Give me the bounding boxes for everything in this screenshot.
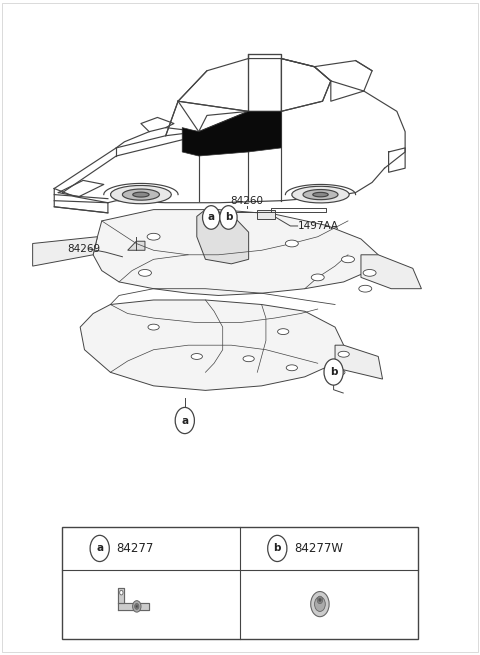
Ellipse shape	[285, 240, 299, 247]
Circle shape	[203, 206, 220, 229]
Circle shape	[220, 206, 237, 229]
Ellipse shape	[334, 369, 345, 375]
Circle shape	[324, 359, 343, 385]
Ellipse shape	[342, 256, 355, 263]
Ellipse shape	[277, 329, 289, 335]
Text: 84277: 84277	[117, 542, 154, 555]
Polygon shape	[111, 185, 171, 204]
Polygon shape	[361, 255, 421, 289]
Polygon shape	[197, 210, 249, 264]
Text: 84260: 84260	[231, 196, 264, 206]
Ellipse shape	[147, 233, 160, 240]
Ellipse shape	[338, 351, 349, 357]
Polygon shape	[80, 300, 344, 390]
Polygon shape	[122, 189, 159, 200]
Ellipse shape	[191, 354, 203, 360]
Text: 1497AA: 1497AA	[298, 221, 338, 231]
Text: a: a	[208, 212, 215, 223]
Polygon shape	[119, 603, 149, 610]
Text: 84277W: 84277W	[294, 542, 343, 555]
Polygon shape	[303, 189, 338, 200]
Text: b: b	[330, 367, 337, 377]
Circle shape	[311, 591, 329, 617]
Text: b: b	[225, 212, 232, 223]
Circle shape	[317, 596, 323, 604]
Polygon shape	[182, 111, 281, 156]
Polygon shape	[292, 186, 349, 203]
Ellipse shape	[243, 356, 254, 362]
Circle shape	[134, 603, 139, 609]
Ellipse shape	[148, 324, 159, 330]
Polygon shape	[313, 193, 328, 197]
Polygon shape	[257, 210, 275, 219]
Polygon shape	[93, 210, 378, 295]
Ellipse shape	[139, 269, 152, 276]
Polygon shape	[33, 236, 97, 266]
Circle shape	[319, 598, 321, 602]
Circle shape	[314, 597, 325, 612]
Polygon shape	[119, 588, 124, 603]
Polygon shape	[133, 192, 149, 197]
Circle shape	[90, 535, 109, 561]
Ellipse shape	[363, 269, 376, 276]
Polygon shape	[128, 241, 145, 250]
Circle shape	[175, 407, 194, 434]
Ellipse shape	[286, 365, 298, 371]
Ellipse shape	[312, 274, 324, 281]
Text: b: b	[274, 544, 281, 553]
Circle shape	[136, 605, 138, 608]
Circle shape	[268, 535, 287, 561]
Circle shape	[120, 590, 123, 595]
Bar	[62, 527, 418, 639]
Text: a: a	[96, 544, 103, 553]
Text: a: a	[181, 415, 188, 426]
Text: 84269: 84269	[67, 244, 100, 254]
Ellipse shape	[359, 286, 372, 292]
Circle shape	[132, 601, 141, 612]
Polygon shape	[335, 345, 383, 379]
